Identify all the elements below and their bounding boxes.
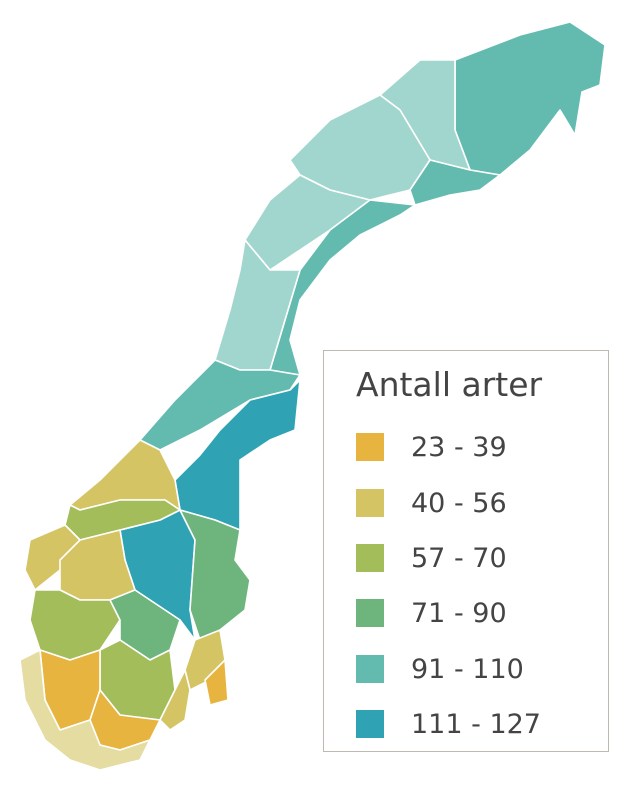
legend-label: 111 - 127	[411, 708, 541, 740]
legend-label: 57 - 70	[411, 542, 507, 574]
legend: Antall arter 23 - 39 40 - 56 57 - 70 71 …	[323, 350, 609, 752]
legend-label: 40 - 56	[411, 487, 507, 519]
legend-swatch	[356, 599, 384, 627]
legend-swatch	[356, 544, 384, 572]
legend-item-111-127: 111 - 127	[356, 708, 541, 740]
legend-item-71-90: 71 - 90	[356, 597, 507, 629]
legend-title: Antall arter	[356, 365, 543, 404]
legend-item-40-56: 40 - 56	[356, 487, 507, 519]
legend-swatch	[356, 710, 384, 738]
legend-item-23-39: 23 - 39	[356, 431, 507, 463]
legend-swatch	[356, 655, 384, 683]
region-71-90	[179, 509, 251, 641]
region-57-70	[29, 589, 121, 661]
region-91-110	[289, 94, 431, 201]
legend-label: 23 - 39	[411, 431, 507, 463]
legend-item-57-70: 57 - 70	[356, 542, 507, 574]
legend-swatch	[356, 433, 384, 461]
region-23-39	[204, 659, 229, 706]
region-91-110	[409, 159, 501, 206]
region-40-56	[159, 669, 191, 731]
legend-swatch	[356, 489, 384, 517]
legend-label: 91 - 110	[411, 653, 524, 685]
region-40-56	[19, 649, 151, 771]
legend-label: 71 - 90	[411, 597, 507, 629]
legend-item-91-110: 91 - 110	[356, 653, 524, 685]
region-91-110	[454, 21, 606, 176]
